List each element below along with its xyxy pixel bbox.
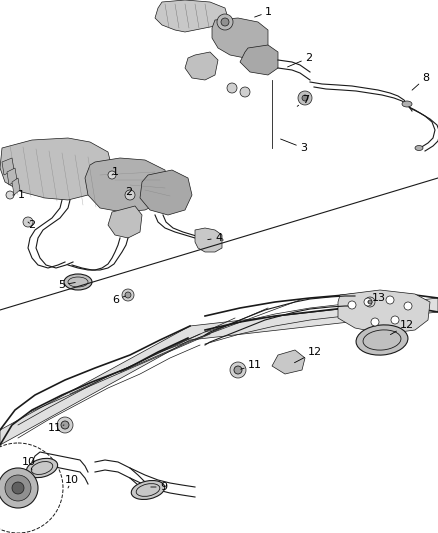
Polygon shape — [338, 290, 430, 334]
Text: 12: 12 — [390, 320, 414, 335]
Polygon shape — [85, 158, 168, 212]
Text: 4: 4 — [208, 233, 222, 243]
Circle shape — [302, 95, 308, 101]
Circle shape — [57, 417, 73, 433]
Text: 7: 7 — [297, 95, 309, 106]
Circle shape — [227, 83, 237, 93]
Circle shape — [6, 191, 14, 199]
Circle shape — [298, 91, 312, 105]
Text: 12: 12 — [294, 347, 322, 363]
Polygon shape — [140, 170, 192, 215]
Polygon shape — [212, 18, 268, 58]
Circle shape — [61, 421, 69, 429]
Circle shape — [125, 190, 135, 200]
Polygon shape — [2, 158, 14, 175]
Ellipse shape — [131, 481, 165, 499]
Polygon shape — [12, 178, 20, 195]
Text: 1: 1 — [13, 190, 25, 200]
Circle shape — [122, 289, 134, 301]
Ellipse shape — [415, 146, 423, 150]
Circle shape — [368, 300, 372, 304]
Text: 1: 1 — [254, 7, 272, 17]
Text: 11: 11 — [240, 360, 262, 370]
Circle shape — [365, 297, 375, 307]
Text: 9: 9 — [151, 482, 167, 492]
Circle shape — [12, 482, 24, 494]
Circle shape — [217, 14, 233, 30]
Polygon shape — [7, 168, 17, 185]
Circle shape — [108, 171, 116, 179]
Circle shape — [391, 316, 399, 324]
Polygon shape — [155, 0, 228, 32]
Circle shape — [404, 302, 412, 310]
Circle shape — [364, 298, 372, 306]
Ellipse shape — [402, 101, 412, 107]
Polygon shape — [185, 52, 218, 80]
Circle shape — [221, 18, 229, 26]
Text: 1: 1 — [112, 167, 119, 177]
Circle shape — [23, 217, 33, 227]
Ellipse shape — [64, 274, 92, 290]
Circle shape — [0, 468, 38, 508]
Polygon shape — [0, 298, 438, 445]
Ellipse shape — [26, 458, 58, 478]
Text: 2: 2 — [28, 220, 35, 230]
Circle shape — [125, 292, 131, 298]
Text: 10: 10 — [65, 475, 79, 488]
Text: 5: 5 — [58, 280, 75, 290]
Circle shape — [234, 366, 242, 374]
Text: 6: 6 — [112, 295, 125, 305]
Text: 10: 10 — [22, 457, 36, 470]
Text: 3: 3 — [281, 139, 307, 153]
Text: 2: 2 — [125, 187, 132, 197]
Polygon shape — [272, 350, 305, 374]
Circle shape — [386, 296, 394, 304]
Circle shape — [5, 475, 31, 501]
Polygon shape — [195, 228, 222, 252]
Polygon shape — [0, 138, 112, 200]
Ellipse shape — [356, 325, 408, 355]
Circle shape — [240, 87, 250, 97]
Circle shape — [230, 362, 246, 378]
Text: 13: 13 — [368, 293, 386, 303]
Circle shape — [371, 318, 379, 326]
Text: 2: 2 — [288, 53, 312, 67]
Polygon shape — [240, 45, 278, 75]
Text: 8: 8 — [412, 73, 429, 90]
Text: 11: 11 — [48, 423, 64, 433]
Circle shape — [348, 301, 356, 309]
Polygon shape — [108, 206, 142, 238]
